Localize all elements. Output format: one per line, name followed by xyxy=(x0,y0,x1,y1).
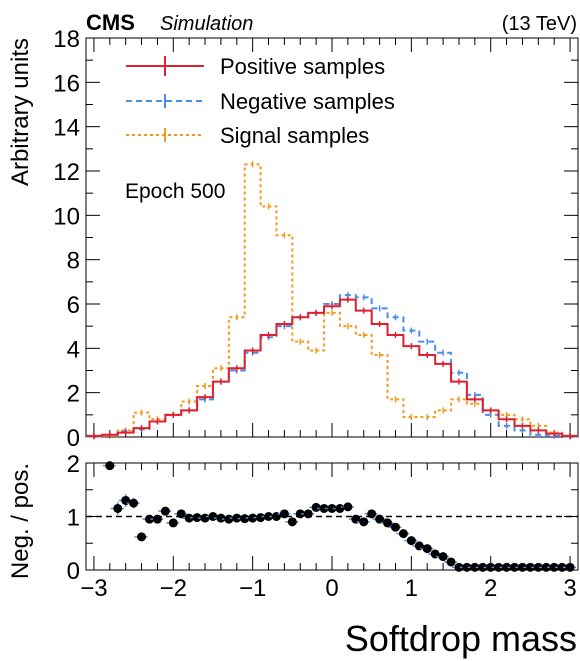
ratio-point xyxy=(287,517,297,527)
ratio-point xyxy=(510,562,520,572)
ratio-ytick-label: 2 xyxy=(67,451,80,478)
xtick-label: 1 xyxy=(405,575,418,602)
legend-entry-negative: Negative samples xyxy=(126,89,395,114)
main-ytick-label: 0 xyxy=(67,425,80,452)
ratio-point xyxy=(200,513,210,523)
ratio-point xyxy=(525,562,535,572)
ratio-point xyxy=(224,514,234,524)
xtick-label: 2 xyxy=(484,575,497,602)
main-ytick-label: 2 xyxy=(67,381,80,408)
ratio-point xyxy=(105,461,115,471)
ratio-point xyxy=(295,509,305,519)
ratio-point xyxy=(279,509,289,519)
legend-label-negative: Negative samples xyxy=(220,89,395,114)
main-histograms xyxy=(86,161,578,440)
main-ytick-label: 8 xyxy=(67,248,80,275)
ratio-point xyxy=(192,513,202,523)
xtick-label: 3 xyxy=(563,575,576,602)
hist-negative xyxy=(86,294,578,438)
ratio-point xyxy=(454,562,464,572)
ratio-point xyxy=(129,498,139,508)
ratio-point xyxy=(264,512,274,521)
ratio-ytick-label: 1 xyxy=(67,505,80,532)
ratio-ytick-label: 0 xyxy=(67,558,80,585)
legend-entry-signal: Signal samples xyxy=(126,123,369,148)
ratio-point xyxy=(144,514,154,524)
xtick-label: −1 xyxy=(239,575,266,602)
hist-positive xyxy=(86,298,578,437)
main-ytick-label: 10 xyxy=(53,203,80,230)
main-ylabel: Arbitrary units xyxy=(7,38,34,186)
ratio-point xyxy=(494,562,504,572)
ratio-point xyxy=(478,562,488,572)
ratio-point xyxy=(232,513,242,523)
ratio-point xyxy=(168,518,178,528)
main-ytick-label: 12 xyxy=(53,159,80,186)
legend-entry-positive: Positive samples xyxy=(126,54,385,79)
ratio-point xyxy=(541,562,551,572)
ratio-point xyxy=(375,514,385,524)
ratio-point xyxy=(256,513,266,523)
ratio-point xyxy=(216,513,226,523)
xtick-label: 0 xyxy=(325,575,338,602)
hist-signal xyxy=(86,163,578,438)
ratio-point xyxy=(533,562,543,572)
ratio-point xyxy=(367,509,377,519)
ratio-point xyxy=(176,509,186,519)
ratio-point xyxy=(319,503,329,513)
ratio-point xyxy=(113,503,123,513)
ratio-point xyxy=(248,513,258,523)
main-ytick-label: 18 xyxy=(53,26,80,53)
ratio-point xyxy=(438,552,448,562)
ratio-point xyxy=(502,562,512,572)
ratio-point xyxy=(398,529,408,539)
simulation-label: Simulation xyxy=(160,13,253,35)
xtick-label: −3 xyxy=(80,575,107,602)
ratio-point xyxy=(311,502,321,512)
ratio-point xyxy=(383,518,393,528)
ratio-point xyxy=(137,532,147,542)
ratio-point xyxy=(303,509,313,519)
ratio-point xyxy=(160,506,170,516)
xtick-label: −2 xyxy=(160,575,187,602)
ratio-point xyxy=(343,502,353,512)
legend-label-positive: Positive samples xyxy=(220,54,385,79)
main-ytick-label: 6 xyxy=(67,292,80,319)
ratio-point xyxy=(359,517,369,527)
ratio-point xyxy=(390,522,400,532)
legend-label-signal: Signal samples xyxy=(220,123,369,148)
legend: Positive samples Negative samples Signal… xyxy=(126,54,395,148)
xlabel: Softdrop mass xyxy=(345,618,577,659)
ratio-point xyxy=(549,562,559,572)
ratio-point xyxy=(517,562,527,572)
ratio-point xyxy=(335,503,345,513)
energy-label: (13 TeV) xyxy=(502,13,577,35)
cms-label: CMS xyxy=(86,10,135,35)
ratio-point xyxy=(422,544,432,554)
ratio-point xyxy=(208,512,218,521)
ratio-axis-ticks: 0 1 2 −3 −2 −1 0 1 2 3 xyxy=(67,451,578,602)
ratio-point xyxy=(240,514,250,524)
ratio-point xyxy=(327,503,337,513)
ratio-point xyxy=(557,562,567,572)
ratio-point xyxy=(486,562,496,572)
ratio-ylabel: Neg. / pos. xyxy=(7,463,34,579)
ratio-point xyxy=(406,536,416,546)
ratio-point xyxy=(184,513,194,523)
ratio-point xyxy=(565,562,575,572)
epoch-annotation: Epoch 500 xyxy=(125,180,225,203)
main-ytick-label: 4 xyxy=(67,336,80,363)
ratio-point xyxy=(152,514,162,524)
ratio-point xyxy=(470,562,480,572)
main-ytick-label: 16 xyxy=(53,70,80,97)
ratio-point xyxy=(462,562,472,572)
main-ytick-label: 14 xyxy=(53,115,80,142)
ratio-points xyxy=(102,461,578,572)
ratio-point xyxy=(446,557,456,567)
